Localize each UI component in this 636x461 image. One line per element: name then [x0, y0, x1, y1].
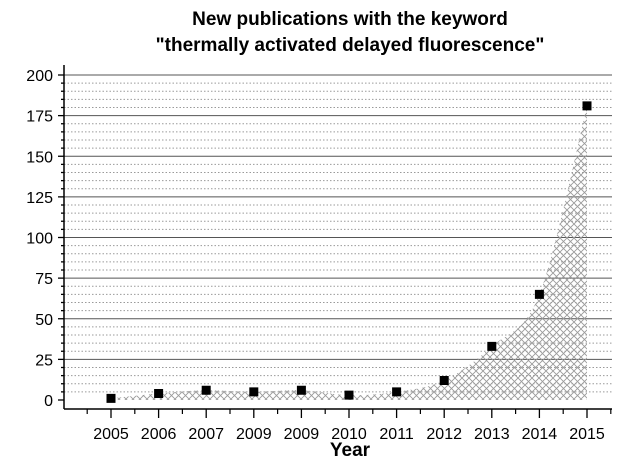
data-point [296, 385, 306, 395]
y-tick-label: 50 [35, 312, 53, 329]
data-point [439, 376, 449, 385]
x-tick-label: 2012 [426, 426, 462, 443]
x-axis-ticks: 2005 2006 2007 2009 2009 2010 2011 2012 2013 2014… [86, 409, 612, 443]
chart-title-line-2: "thermally activated delayed fluorescenc… [156, 35, 545, 56]
data-point [201, 385, 211, 395]
x-tick-label: 2009 [236, 426, 272, 443]
x-tick-label: 2007 [188, 426, 224, 443]
hatched-area [111, 105, 587, 400]
x-tick-label: 2010 [331, 426, 367, 443]
x-tick-label: 2011 [379, 426, 414, 443]
data-point [106, 393, 116, 403]
x-tick-label: 2005 [93, 426, 129, 443]
y-tick-label: 25 [35, 352, 53, 369]
y-tick-label: 75 [35, 271, 53, 288]
data-markers [106, 101, 592, 403]
y-tick-label: 0 [44, 393, 53, 410]
minor-gridlines [64, 82, 612, 393]
y-tick-label: 125 [26, 190, 53, 207]
x-tick-label: 2009 [284, 426, 320, 443]
y-tick-label: 150 [26, 149, 53, 166]
y-tick-label: 100 [26, 231, 53, 248]
x-tick-label: 2013 [474, 426, 510, 443]
data-point [344, 390, 354, 400]
data-point [582, 101, 592, 111]
y-axis-ticks: 0 25 50 75 100 125 150 175 200 [26, 68, 64, 410]
major-gridlines [64, 74, 612, 360]
data-point [487, 341, 497, 351]
x-tick-label: 2015 [569, 426, 605, 443]
data-point [534, 289, 544, 299]
y-tick-label: 175 [26, 109, 53, 126]
y-tick-label: 200 [26, 68, 53, 85]
x-tick-label: 2014 [522, 426, 558, 443]
data-point [154, 389, 164, 398]
x-axis-title: Year [330, 440, 371, 461]
x-tick-label: 2006 [141, 426, 177, 443]
chart-title-line-1: New publications with the keyword [192, 9, 508, 30]
data-point [249, 387, 259, 397]
data-point [392, 387, 402, 397]
